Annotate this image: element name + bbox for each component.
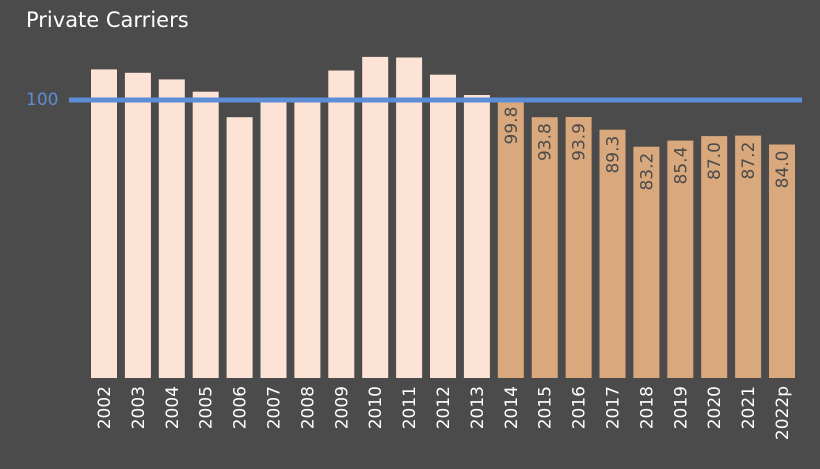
bar-2012 <box>430 74 456 378</box>
bars-group <box>91 56 795 379</box>
bar-2005 <box>192 91 219 378</box>
data-label-2015: 93.8 <box>536 123 556 161</box>
bar-2017 <box>599 129 626 378</box>
bar-2022p <box>769 144 795 378</box>
x-tick-label-2002: 2002 <box>95 386 115 429</box>
x-tick-label-2022p: 2022p <box>773 386 793 440</box>
bar-2009 <box>328 70 355 378</box>
bar-2004 <box>158 79 185 379</box>
bar-2015 <box>531 117 558 378</box>
data-label-2014: 99.8 <box>502 107 522 145</box>
x-tick-label-2006: 2006 <box>231 386 251 429</box>
x-tick-label-2013: 2013 <box>468 386 488 429</box>
x-tick-label-2021: 2021 <box>739 386 759 429</box>
data-label-2022p: 84.0 <box>773 151 793 189</box>
bar-2008 <box>294 99 321 379</box>
bar-2018 <box>633 146 660 378</box>
x-tick-label-2003: 2003 <box>129 386 149 429</box>
bar-2014 <box>497 100 524 378</box>
x-tick-label-2011: 2011 <box>400 386 420 429</box>
x-tick-label-2012: 2012 <box>434 386 454 429</box>
x-tick-label-2016: 2016 <box>570 386 590 429</box>
data-label-2018: 83.2 <box>637 153 657 191</box>
x-tick-label-2010: 2010 <box>366 386 386 429</box>
x-tick-label-2014: 2014 <box>502 386 522 429</box>
x-tick-label-2004: 2004 <box>163 386 183 429</box>
bar-2006 <box>226 117 253 378</box>
x-tick-label-2017: 2017 <box>604 386 624 429</box>
bar-2016 <box>565 117 592 378</box>
bar-2002 <box>91 69 117 379</box>
bar-2020 <box>701 136 728 378</box>
x-tick-label-2020: 2020 <box>705 386 725 429</box>
chart-title: Private Carriers <box>26 8 189 32</box>
bar-2010 <box>362 56 389 379</box>
x-tick-label-2008: 2008 <box>298 386 318 429</box>
data-label-2017: 89.3 <box>604 136 624 174</box>
x-tick-label-2019: 2019 <box>671 386 691 429</box>
x-tick-label-2015: 2015 <box>536 386 556 429</box>
x-tick-label-2005: 2005 <box>197 386 217 429</box>
data-label-2016: 93.9 <box>570 123 590 161</box>
data-labels: 99.8 93.8 93.9 89.3 83.2 85.4 87.0 87.2 84.0 <box>502 107 793 191</box>
data-label-2021: 87.2 <box>739 142 759 180</box>
bar-2007 <box>260 99 287 379</box>
x-tick-label-2009: 2009 <box>332 386 352 429</box>
data-label-2020: 87.0 <box>705 142 725 180</box>
data-label-2019: 85.4 <box>671 147 691 185</box>
bar-2019 <box>667 140 694 378</box>
reference-line-label: 100 <box>26 90 58 110</box>
bar-2011 <box>396 57 423 378</box>
x-tick-label-2018: 2018 <box>637 386 657 429</box>
bar-2021 <box>735 135 762 378</box>
bar-2003 <box>124 72 151 379</box>
x-tick-label-2007: 2007 <box>265 386 285 429</box>
x-tick-labels: 2002 2003 2004 2005 2006 2007 2008 2009 2010 2011… <box>95 386 793 440</box>
bar-2013 <box>463 95 490 378</box>
